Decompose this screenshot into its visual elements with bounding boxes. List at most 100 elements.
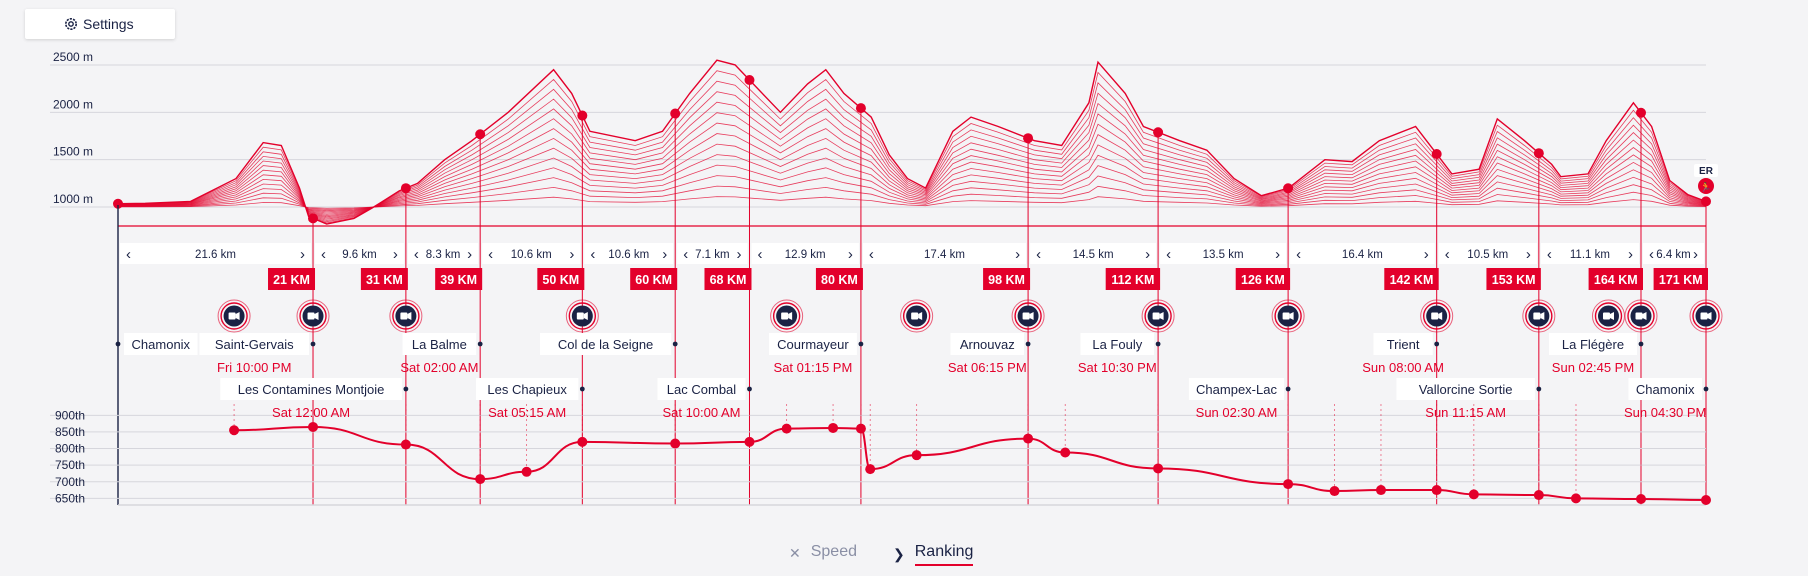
waypoint-elevation-dot (855, 103, 866, 114)
chevron-left-icon[interactable]: ‹ (757, 246, 762, 263)
chevron-right-icon[interactable]: › (569, 246, 574, 263)
chevron-right-icon[interactable]: › (1526, 246, 1531, 263)
chevron-right-icon[interactable]: › (848, 246, 853, 263)
chevron-left-icon[interactable]: ‹ (1036, 246, 1041, 263)
checkpoint-label-box (1080, 333, 1155, 355)
checkpoint-name[interactable]: Saint-Gervais (215, 337, 294, 352)
ranking-point (865, 464, 876, 475)
segment-box (1438, 243, 1537, 264)
segment-distance-label: 10.6 km (511, 249, 552, 261)
checkpoint-label-box (657, 378, 746, 400)
chevron-right-icon[interactable]: › (1275, 246, 1280, 263)
settings-button[interactable]: Settings (25, 9, 175, 39)
checkpoint-name[interactable]: Chamonix (132, 337, 191, 352)
chevron-right-icon[interactable]: › (393, 246, 398, 263)
camera-lens (1159, 312, 1164, 320)
km-badge-label: 60 KM (635, 273, 672, 287)
checkpoint-time: Sat 02:00 AM (400, 360, 478, 375)
checkpoint-dot (858, 341, 864, 347)
elevation-tick-label: 2000 m (53, 97, 93, 111)
chevron-right-icon[interactable]: › (1693, 246, 1698, 263)
km-badge-label: 153 KM (1492, 273, 1536, 287)
waypoint-elevation-dot (475, 129, 486, 140)
camera-ring-outer (1591, 299, 1625, 333)
elevation-contour-line (117, 143, 1707, 215)
checkpoint-name[interactable]: Les Chapieux (487, 382, 567, 397)
elevation-contour-line (117, 154, 1707, 214)
camera-ring-outer (900, 299, 934, 333)
chevron-left-icon[interactable]: ‹ (1445, 246, 1450, 263)
ranking-tick-label: 700th (55, 475, 85, 489)
km-badge (630, 268, 678, 290)
camera-ring (1692, 302, 1720, 330)
tab-ranking[interactable]: ❯ Ranking (893, 543, 974, 566)
chevron-right-icon[interactable]: › (1628, 246, 1633, 263)
chevron-left-icon[interactable]: ‹ (1547, 246, 1552, 263)
checkpoint-name[interactable]: Vallorcine Sortie (1419, 382, 1513, 397)
checkpoint-name[interactable]: Trient (1387, 337, 1420, 352)
checkpoint-dot (403, 386, 409, 392)
segment-box (482, 243, 581, 264)
camera-body (1022, 312, 1030, 320)
chevron-left-icon[interactable]: ‹ (1649, 246, 1654, 263)
checkpoint-name[interactable]: La Fouly (1092, 337, 1142, 352)
checkpoint-dot (1536, 386, 1542, 392)
chevron-left-icon[interactable]: ‹ (590, 246, 595, 263)
checkpoint-label-box (1396, 378, 1535, 400)
checkpoint-name[interactable]: Courmayeur (777, 337, 849, 352)
tab-speed-label: Speed (810, 543, 857, 560)
checkpoint-dot (1025, 341, 1031, 347)
chevron-right-icon[interactable]: › (736, 246, 741, 263)
ranking-point (855, 423, 866, 434)
chevron-right-icon[interactable]: › (1015, 246, 1020, 263)
checkpoint-name[interactable]: Arnouvaz (960, 337, 1015, 352)
checkpoint-name[interactable]: Lac Combal (667, 382, 736, 397)
camera-body (576, 312, 584, 320)
checkpoint-name[interactable]: La Balme (412, 337, 467, 352)
camera-lens (314, 312, 319, 320)
camera-ring-outer (217, 299, 251, 333)
ranking-point (1570, 493, 1581, 504)
checkpoint-label-box (768, 333, 857, 355)
ranking-point (744, 436, 755, 447)
checkpoint-label-box (539, 333, 672, 355)
camera-ring (1274, 302, 1302, 330)
tab-speed[interactable]: ✕ Speed (789, 543, 857, 564)
checkpoint-time: Fri 10:00 PM (217, 360, 291, 375)
camera-body (911, 312, 919, 320)
ranking-tick-label: 750th (55, 458, 85, 472)
checkpoint-name[interactable]: Champex-Lac (1196, 382, 1277, 397)
km-badge-label: 126 KM (1241, 273, 1285, 287)
chevron-left-icon[interactable]: ‹ (683, 246, 688, 263)
km-badge-label: 39 KM (440, 273, 477, 287)
segment-box (1030, 243, 1157, 264)
camera-ring (568, 302, 597, 330)
km-badge (1384, 268, 1439, 290)
chevron-left-icon[interactable]: ‹ (488, 246, 493, 263)
checkpoint-name[interactable]: La Flégère (1562, 337, 1624, 352)
ranking-point (670, 438, 681, 449)
chevron-left-icon[interactable]: ‹ (414, 246, 419, 263)
chevron-left-icon[interactable]: ‹ (321, 246, 326, 263)
camera-ring-outer (1420, 299, 1454, 333)
checkpoint-name[interactable]: Col de la Seigne (558, 337, 653, 352)
segment-distance-label: 10.6 km (608, 249, 649, 261)
chevron-left-icon[interactable]: ‹ (126, 246, 131, 263)
chevron-left-icon[interactable]: ‹ (1296, 246, 1301, 263)
checkpoint-name[interactable]: Les Contamines Montjoie (238, 382, 385, 397)
chevron-left-icon[interactable]: ‹ (1166, 246, 1171, 263)
chevron-right-icon[interactable]: › (1145, 246, 1150, 263)
chevron-right-icon[interactable]: › (467, 246, 472, 263)
chevron-left-icon[interactable]: ‹ (869, 246, 874, 263)
km-badge-label: 21 KM (273, 273, 310, 287)
ranking-point (1635, 494, 1646, 505)
checkpoint-name[interactable]: Chamonix (1636, 382, 1695, 397)
camera-lens (407, 312, 412, 320)
checkpoint-label-box (475, 378, 579, 400)
chevron-right-icon[interactable]: › (1424, 246, 1429, 263)
chevron-right-icon[interactable]: › (662, 246, 667, 263)
chevron-right-icon[interactable]: › (300, 246, 305, 263)
segment-box (407, 243, 479, 264)
checkpoint-time: Sun 04:30 PM (1624, 405, 1706, 420)
